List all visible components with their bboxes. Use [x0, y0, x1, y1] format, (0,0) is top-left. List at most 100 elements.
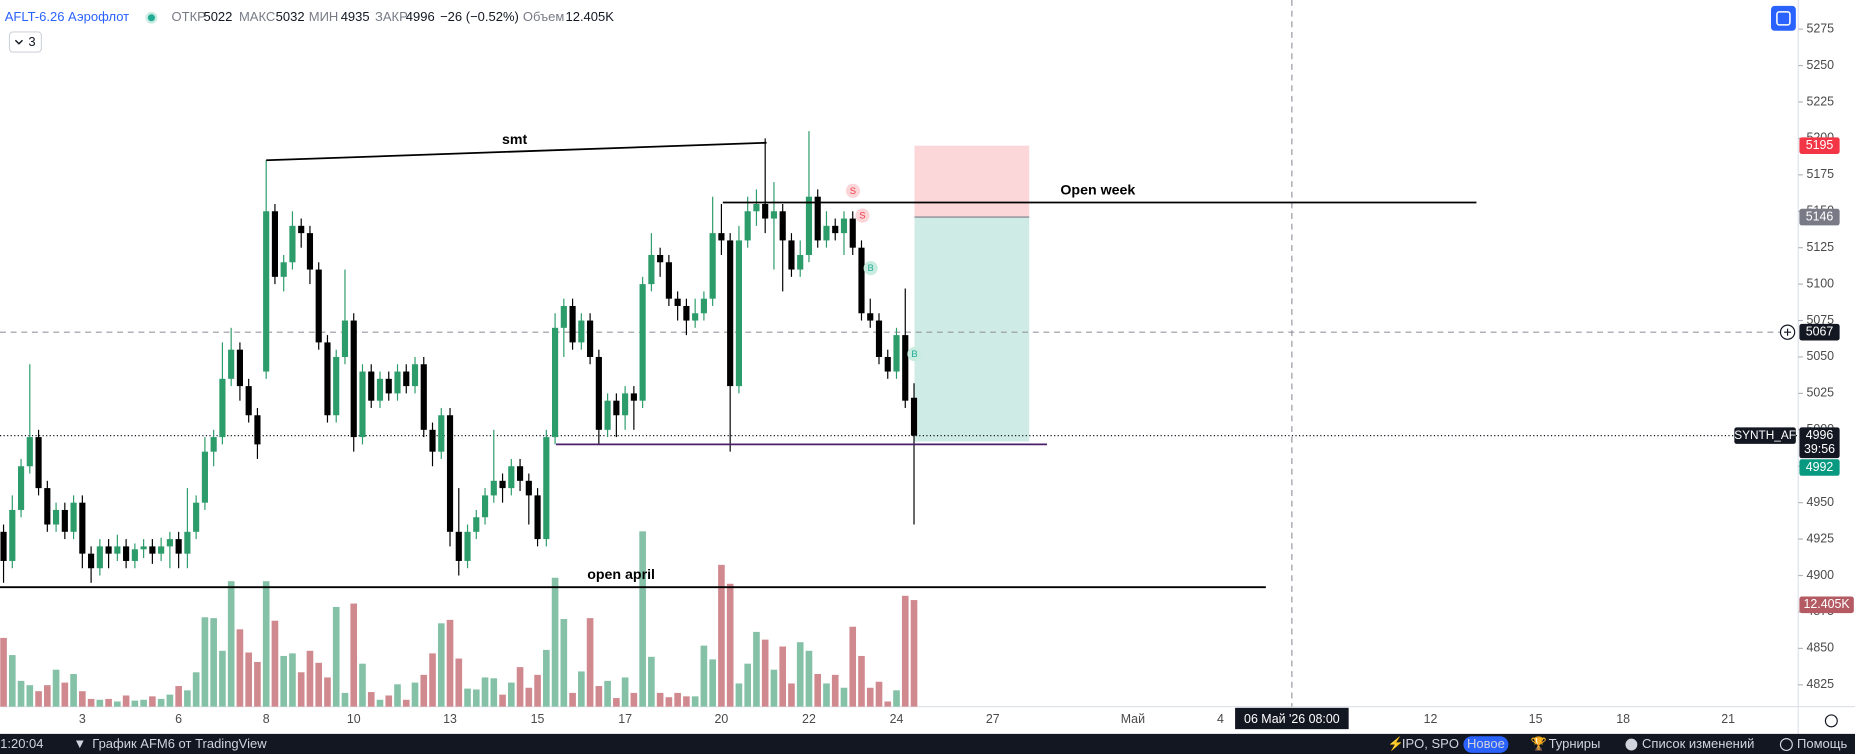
volume-bar: [507, 682, 515, 707]
target-zone: [914, 217, 1030, 442]
candle-body: [858, 247, 865, 314]
volume-bar: [131, 700, 139, 707]
volume-bar: [324, 677, 331, 707]
x-tick-label: 10: [347, 712, 361, 726]
volume-bar: [26, 685, 34, 707]
candle-body: [446, 415, 454, 532]
y-tick-label: 5125: [1806, 240, 1834, 254]
volume-bar: [875, 681, 883, 707]
changelog-link[interactable]: Список изменений: [1642, 736, 1754, 751]
candle-body: [508, 466, 515, 489]
candle-body: [420, 364, 427, 430]
volume-bar: [884, 701, 892, 707]
settings-icon: [1776, 11, 1791, 26]
volume-bar: [122, 695, 130, 707]
candle-body: [184, 531, 191, 554]
candle-body: [770, 211, 778, 219]
info-icon: [1625, 738, 1638, 751]
signal-label: S: [850, 186, 856, 197]
chart-credit[interactable]: График AFM6 от TradingView: [92, 736, 267, 751]
button-frame[interactable]: [8, 31, 42, 53]
crosshair-time-box: [1235, 707, 1349, 730]
tournaments-link[interactable]: Турниры: [1549, 736, 1601, 751]
volume-bar: [52, 669, 60, 707]
volume-bar: [464, 688, 471, 707]
axis-settings[interactable]: [1824, 714, 1838, 728]
volume-bar: [613, 698, 620, 707]
volume-bar: [805, 650, 813, 707]
volume-bar: [315, 662, 323, 707]
candle-body: [254, 415, 261, 445]
candle-body: [35, 437, 42, 489]
interval-button[interactable]: 3: [8, 31, 42, 53]
volume-bar: [490, 678, 498, 707]
symbol[interactable]: AFLT-6.26 Аэрофлот: [5, 9, 129, 24]
candle-body: [657, 254, 664, 263]
volume-bar: [87, 698, 95, 707]
high-value: 5032: [276, 9, 305, 24]
volume-bar: [219, 650, 226, 707]
candle-body: [166, 539, 173, 547]
volume-bar: [700, 645, 708, 707]
signal-label: B: [911, 349, 917, 360]
candle-body: [630, 393, 637, 401]
volume-bar: [761, 639, 769, 707]
symbol-tag-box: [1734, 427, 1796, 444]
candle-body: [832, 225, 839, 234]
x-tick-label: 6: [175, 712, 182, 726]
x-tick-label: 3: [79, 712, 86, 726]
candle-body: [481, 495, 489, 518]
candle-body: [88, 553, 95, 569]
candle-body: [753, 203, 760, 212]
crosshair-price-label: 5067: [1806, 324, 1834, 338]
candle-body: [271, 211, 279, 277]
open-april-label: open april: [587, 567, 655, 583]
volume-bar: [866, 687, 874, 707]
volume-bar: [753, 631, 760, 707]
candle-body: [368, 371, 375, 401]
candle-body: [105, 546, 112, 554]
candle-body: [552, 327, 559, 438]
x-tick-label: 18: [1616, 712, 1630, 726]
interval-count[interactable]: 3: [28, 34, 35, 49]
volume-bar: [814, 673, 822, 707]
volume-bar: [140, 699, 147, 707]
candle-body: [26, 437, 33, 467]
candle-body: [884, 356, 891, 372]
volume-bar: [227, 581, 235, 707]
target-price-label: 4992: [1806, 460, 1834, 474]
volume-bar: [254, 661, 261, 707]
target-price-label-box: [1799, 459, 1840, 476]
volume-bar: [376, 699, 384, 707]
volume-bar: [481, 677, 489, 707]
volume-bar: [665, 697, 673, 707]
volume-bar: [796, 642, 804, 707]
candle-body: [149, 546, 156, 554]
candle-body: [228, 349, 235, 379]
candle-body: [718, 233, 725, 241]
candle-body: [359, 371, 366, 438]
overlay: AFLT-6.26 Аэрофлот ОТКР 5022 МАКС 5032 М…: [0, 5, 1855, 754]
volume-bar: [604, 680, 611, 707]
new-badge[interactable]: [1463, 736, 1509, 753]
candle-body: [674, 298, 681, 306]
volume-bar: [455, 658, 463, 707]
stop-zone: [914, 145, 1030, 218]
candle-body: [96, 546, 103, 569]
candle-body: [17, 466, 25, 510]
help-link[interactable]: Помощь: [1797, 736, 1847, 751]
volume-bar: [910, 600, 918, 707]
candle-body: [350, 320, 357, 438]
settings-button[interactable]: [1771, 5, 1796, 31]
volume-bar: [499, 694, 506, 707]
volume-bar: [437, 623, 445, 707]
y-tick-label: 5175: [1806, 167, 1834, 181]
candle-body: [123, 546, 130, 561]
volume-bar: [175, 686, 182, 707]
candle-body: [403, 371, 410, 387]
new-badge-text[interactable]: Новое: [1467, 736, 1505, 751]
candle-body: [525, 480, 532, 496]
ipo-link[interactable]: IPO, SPO: [1402, 736, 1459, 751]
volume-bar: [840, 687, 848, 707]
candle-body: [140, 546, 147, 550]
